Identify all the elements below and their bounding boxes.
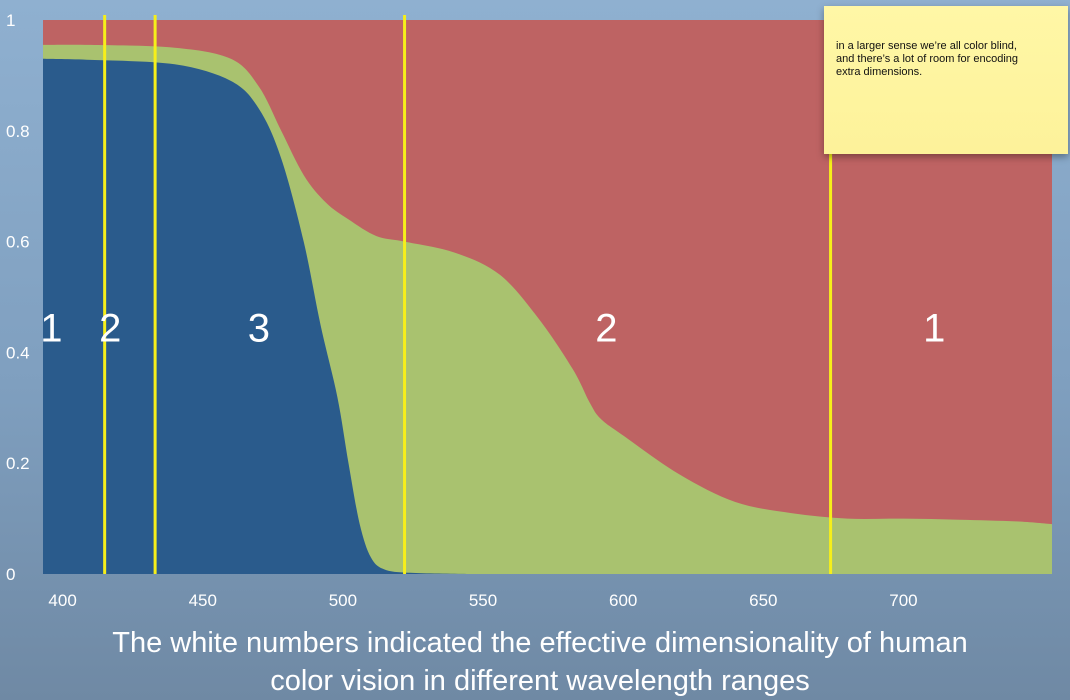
x-tick-label: 400 — [48, 591, 76, 610]
caption-line-1: The white numbers indicated the effectiv… — [112, 627, 968, 659]
sticky-note-line: in a larger sense we’re all color blind, — [836, 40, 1017, 52]
y-tick-label: 0 — [6, 565, 15, 584]
region-label: 1 — [40, 306, 62, 350]
y-tick-label: 0.8 — [6, 122, 30, 141]
blue-area — [43, 58, 469, 575]
region-label: 1 — [923, 306, 945, 350]
x-tick-label: 500 — [329, 591, 357, 610]
y-tick-label: 0.4 — [6, 343, 30, 362]
caption: The white numbers indicated the effectiv… — [40, 624, 1040, 700]
y-tick-label: 0.6 — [6, 233, 30, 252]
x-tick-label: 450 — [189, 591, 217, 610]
x-tick-label: 700 — [889, 591, 917, 610]
sticky-note-line: and there’s a lot of room for encoding — [836, 53, 1019, 65]
y-tick-label: 0.2 — [6, 454, 30, 473]
region-label: 2 — [595, 306, 617, 350]
y-axis-ticks: 0 0.2 0.4 0.6 0.8 1 — [6, 11, 30, 584]
y-tick-label: 1 — [6, 11, 15, 30]
caption-line-2: color vision in different wavelength ran… — [270, 665, 810, 697]
area-series-group — [43, 20, 1052, 575]
x-tick-label: 650 — [749, 591, 777, 610]
x-tick-label: 550 — [469, 591, 497, 610]
x-axis-ticks: 400 450 500 550 600 650 700 — [48, 591, 917, 610]
region-label: 2 — [99, 306, 121, 350]
sticky-note: in a larger sense we’re all color blind,… — [824, 6, 1068, 154]
x-tick-label: 600 — [609, 591, 637, 610]
region-label: 3 — [248, 306, 270, 350]
sticky-note-line: extra dimensions. — [836, 66, 923, 78]
